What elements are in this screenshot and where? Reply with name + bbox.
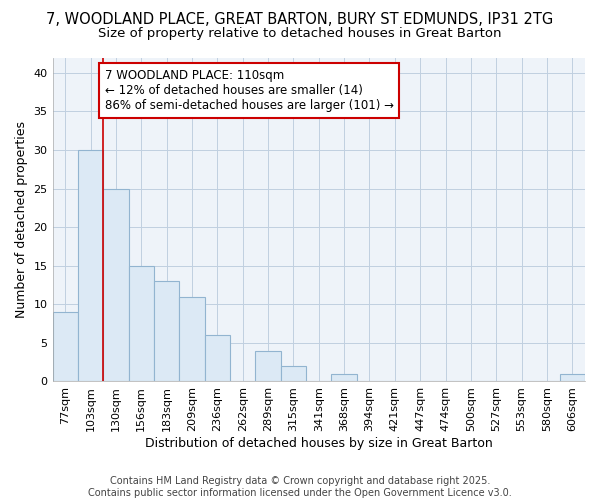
- Text: 7, WOODLAND PLACE, GREAT BARTON, BURY ST EDMUNDS, IP31 2TG: 7, WOODLAND PLACE, GREAT BARTON, BURY ST…: [46, 12, 554, 28]
- Bar: [128, 266, 154, 382]
- X-axis label: Distribution of detached houses by size in Great Barton: Distribution of detached houses by size …: [145, 437, 493, 450]
- Bar: [103, 188, 128, 382]
- Text: Size of property relative to detached houses in Great Barton: Size of property relative to detached ho…: [98, 28, 502, 40]
- Bar: [281, 366, 306, 382]
- Bar: [560, 374, 585, 382]
- Bar: [53, 312, 78, 382]
- Bar: [205, 335, 230, 382]
- Bar: [179, 296, 205, 382]
- Y-axis label: Number of detached properties: Number of detached properties: [15, 121, 28, 318]
- Text: Contains HM Land Registry data © Crown copyright and database right 2025.
Contai: Contains HM Land Registry data © Crown c…: [88, 476, 512, 498]
- Bar: [256, 350, 281, 382]
- Text: 7 WOODLAND PLACE: 110sqm
← 12% of detached houses are smaller (14)
86% of semi-d: 7 WOODLAND PLACE: 110sqm ← 12% of detach…: [104, 69, 394, 112]
- Bar: [154, 281, 179, 382]
- Bar: [78, 150, 103, 382]
- Bar: [331, 374, 357, 382]
